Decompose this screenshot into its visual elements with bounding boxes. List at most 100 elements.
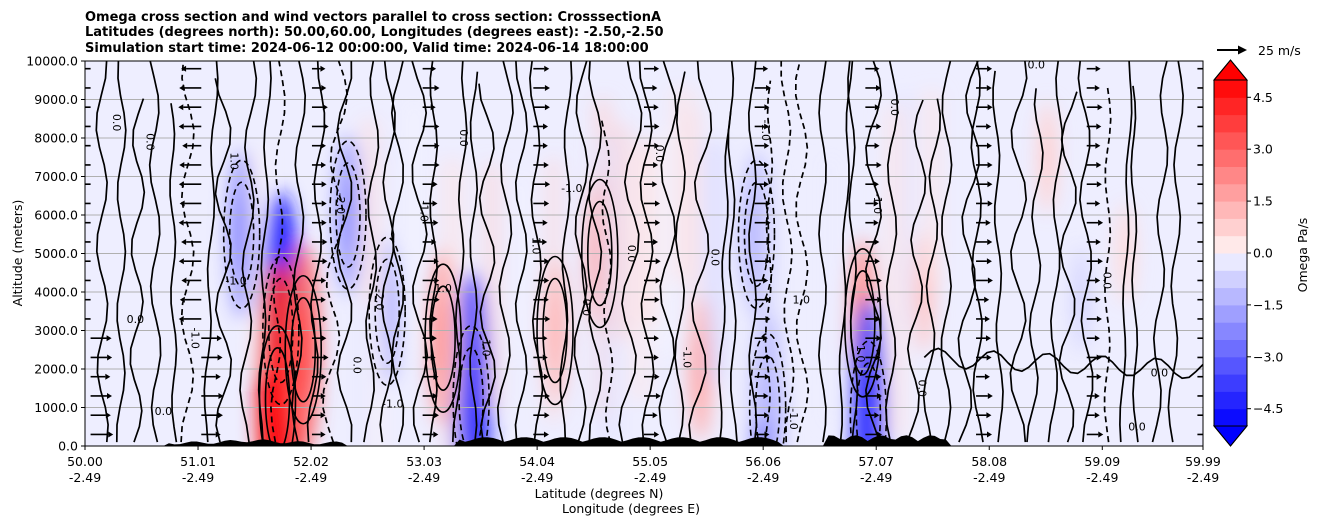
contour-line [169, 103, 178, 443]
wind-vector-head [181, 238, 187, 245]
x-tick-label-latitude: 59.99 [1185, 454, 1221, 469]
omega-streak [688, 109, 700, 328]
y-tick-label: 3000.0 [34, 323, 78, 338]
wind-vector-head [430, 354, 436, 361]
wind-vector-head [545, 315, 551, 322]
colorbar-band [1214, 408, 1247, 427]
contour-line [1047, 61, 1063, 443]
x-axis-label-longitude: Longitude (degrees E) [562, 501, 700, 516]
omega-streak [631, 146, 651, 400]
wind-vector-head [654, 200, 660, 207]
wind-vector-head [766, 354, 772, 361]
x-axis: 50.00-2.4951.01-2.4952.02-2.4953.03-2.49… [67, 446, 1221, 485]
x-tick-label-latitude: 50.00 [67, 454, 103, 469]
wind-vector-head [653, 354, 659, 361]
contour-line [618, 61, 643, 443]
wind-vector-head [105, 373, 111, 380]
contour-line [1151, 61, 1169, 443]
wind-vector-head [181, 277, 187, 284]
wind-vector-head [764, 142, 770, 149]
omega-contours [95, 61, 1203, 446]
wind-vector-head [1206, 220, 1211, 226]
omega-feature-core [1042, 132, 1053, 183]
y-tick-label: 10000.0 [26, 54, 78, 69]
colorbar-band [1214, 166, 1247, 185]
contour-line [257, 61, 272, 443]
contour-loop [849, 340, 888, 446]
wind-vector-head [1096, 373, 1102, 380]
wind-vector-head [1206, 335, 1211, 341]
wind-vector-head [323, 123, 329, 130]
contour-line [478, 83, 496, 443]
contour-line [379, 61, 396, 443]
wind-vector-head [544, 200, 550, 207]
contour-line [992, 70, 1004, 443]
colorbar-extend-max [1212, 59, 1249, 81]
wind-vector-head [432, 200, 438, 207]
wind-vector-head [1207, 431, 1212, 437]
wind-vector-head [182, 142, 188, 149]
wind-vector-head [1206, 143, 1211, 149]
wind-vector-head [655, 219, 661, 226]
wind-vector-head [178, 123, 184, 130]
wind-vector-head [765, 219, 771, 226]
wind-vector-head [875, 315, 881, 322]
contour-label: -1.0 [479, 335, 492, 356]
wind-vector-head [434, 161, 440, 168]
x-tick-label-latitude: 52.02 [293, 454, 329, 469]
wind-vector-head [432, 315, 438, 322]
wind-vector-head [321, 219, 327, 226]
wind-vector-head [215, 373, 221, 380]
wind-vector-head [764, 123, 770, 130]
contour-loop [452, 325, 490, 446]
colorbar-band [1214, 149, 1247, 167]
x-tick-label-longitude: -2.49 [295, 470, 327, 485]
wind-vector-head [544, 104, 550, 111]
wind-vector-head [1095, 142, 1101, 149]
wind-vector-head [542, 142, 548, 149]
x-tick-label-latitude: 58.08 [971, 454, 1007, 469]
contour-label: 1.0 [854, 345, 867, 363]
wind-vector-head [431, 335, 437, 342]
x-tick-label-longitude: -2.49 [747, 470, 779, 485]
wind-vector-head [68, 162, 73, 168]
x-tick-label-latitude: 59.09 [1084, 454, 1120, 469]
wind-vector-head [765, 200, 771, 207]
wind-vector-head [654, 431, 660, 438]
colorbar-extend-min [1212, 425, 1249, 447]
contour-line [718, 111, 732, 443]
contour-line [129, 98, 146, 443]
wind-vector-head [873, 181, 879, 188]
wind-vector-head [1094, 392, 1100, 399]
contour-line [1119, 61, 1133, 443]
colorbar-band [1214, 391, 1247, 410]
wind-vector-head [1098, 219, 1104, 226]
x-tick-label-latitude: 56.06 [745, 454, 781, 469]
wind-vector-head [433, 412, 439, 419]
wind-vector-head [1209, 162, 1214, 168]
contour-line [270, 61, 286, 443]
wind-vector-head [543, 431, 549, 438]
contour-loop [843, 247, 882, 398]
wind-vector-head [1096, 181, 1102, 188]
wind-vector-head [876, 335, 882, 342]
wind-vectors [68, 65, 1214, 438]
contour-loop [374, 258, 400, 365]
wind-vector-head [320, 296, 326, 303]
contour-line [573, 61, 589, 443]
wind-vector-head [179, 84, 185, 91]
contour-label: 1.0 [227, 152, 240, 170]
wind-vector-head [655, 392, 661, 399]
contour-label: -1.0 [787, 408, 800, 429]
wind-vector-head [1207, 258, 1212, 264]
contour-line [940, 61, 953, 443]
contour-line [884, 61, 899, 443]
wind-vector-head [68, 239, 73, 245]
colorbar-tick-label: 0.0 [1253, 246, 1273, 261]
contour-loop [855, 362, 882, 446]
wind-vector-head [322, 238, 328, 245]
wind-vector-head [764, 373, 770, 380]
wind-vector-head [217, 412, 223, 419]
wind-vector-head [108, 431, 114, 438]
